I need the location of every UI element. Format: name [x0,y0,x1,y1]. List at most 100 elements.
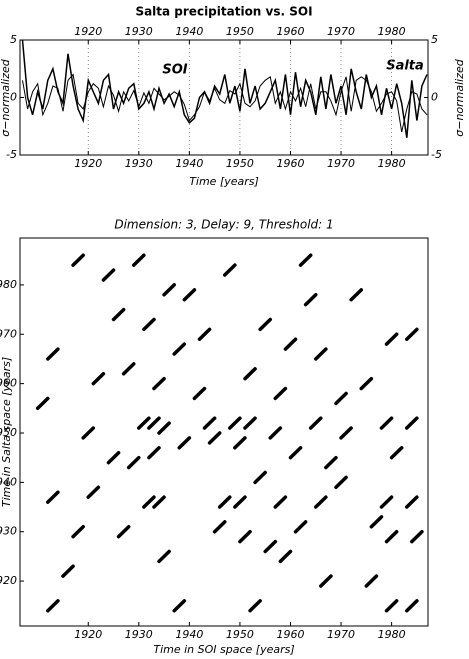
recurrence-point [389,446,404,460]
recurrence-point [147,446,161,460]
recurrence-point [253,470,267,485]
series-line [21,40,428,138]
series-label: Salta [386,59,424,74]
x-tick-label: 1920 [74,157,102,170]
recurrence-point [106,450,121,465]
x-tick-label: 1960 [276,25,304,38]
recurrence-point [405,599,419,613]
recurrence-point [278,549,293,564]
recurrence-point [157,421,171,435]
recurrence-point [91,372,106,386]
recurrence-point [405,327,419,341]
y-tick-label: 0 [10,91,17,104]
y-tick-label: 5 [431,33,438,46]
y-tick-label: 1930 [0,525,17,538]
x-tick-label: 1950 [226,157,254,170]
recurrence-point [152,376,166,391]
y-tick-label: 1940 [0,475,17,488]
recurrence-point [349,288,364,302]
recurrence-point [137,416,151,430]
recurrence-point [384,599,399,613]
x-tick-label: 1970 [327,25,355,38]
recurrence-point [314,347,328,361]
recurrence-point [81,426,96,440]
recurrence-point [177,436,192,450]
recurrence-point [369,515,384,529]
y-axis-label: σ−normalized [453,58,466,137]
recurrence-point [268,426,283,440]
x-tick-label: 1930 [125,157,153,170]
recurrence-point [238,529,252,544]
recurrence-point [162,283,176,297]
recurrence-point [303,293,318,307]
recurrence-point [142,495,156,509]
recurrence-point [152,495,166,509]
x-tick-label: 1960 [276,628,304,641]
recurrence-point [212,520,227,534]
recurrence-point [405,495,419,509]
recurrence-point [384,332,399,346]
recurrence-point [258,317,273,332]
recurrence-point [46,347,60,361]
x-tick-label: 1950 [226,25,254,38]
chart-title: Dimension: 3, Delay: 9, Threshold: 1 [114,218,333,232]
recurrence-point [339,426,353,440]
recurrence-point [71,253,85,267]
recurrence-point [192,386,207,401]
y-tick-label: 5 [10,33,17,46]
recurrence-point [384,529,399,544]
recurrence-point [61,564,75,578]
series-label: SOI [162,63,187,78]
recurrence-point [288,446,303,460]
recurrence-point [248,599,262,613]
recurrence-point [293,520,308,534]
recurrence-point [308,416,323,430]
y-tick-label: -5 [6,148,17,161]
recurrence-point [379,416,394,430]
recurrence-point [359,376,374,391]
recurrence-point [228,416,242,430]
y-tick-label: 0 [431,91,438,104]
recurrence-point [243,416,257,430]
x-tick-label: 1930 [125,628,153,641]
recurrence-point [172,599,187,613]
recurrence-point [126,455,141,470]
recurrence-point [142,317,156,332]
recurrence-point [116,525,131,539]
recurrence-point [319,574,333,588]
plot-frame [19,237,429,627]
y-tick-label: 1980 [0,278,17,291]
recurrence-point [324,455,338,470]
recurrence-point [223,263,237,277]
recurrence-point [172,342,187,356]
recurrence-point [121,362,136,376]
recurrence-point [283,337,298,351]
y-tick-label: 1950 [0,426,17,439]
x-tick-label: 1980 [378,628,406,641]
y-axis-label: Time in Salta space [years] [0,357,13,507]
recurrence-point [263,539,278,554]
recurrence-point [86,485,101,499]
recurrence-point [207,431,222,445]
chart-title: Salta precipitation vs. SOI [135,5,312,19]
x-tick-label: 1960 [276,157,304,170]
recurrence-point [379,495,394,509]
recurrence-point [71,525,85,539]
recurrence-point [233,495,247,509]
x-axis-label: Time in SOI space [years] [153,643,294,656]
recurrence-point [182,288,197,302]
recurrence-point [334,391,348,406]
recurrence-point [273,495,288,509]
series-line [22,73,428,133]
x-tick-label: 1940 [175,157,203,170]
y-tick-label: 1920 [0,574,17,587]
recurrence-point [202,416,217,430]
y-tick-label: -5 [431,148,442,161]
recurrence-point [46,490,60,504]
recurrence-point [132,253,146,267]
recurrence-point [405,416,419,430]
recurrence-point [197,327,212,341]
x-tick-label: 1920 [74,628,102,641]
recurrence-point [233,436,247,450]
